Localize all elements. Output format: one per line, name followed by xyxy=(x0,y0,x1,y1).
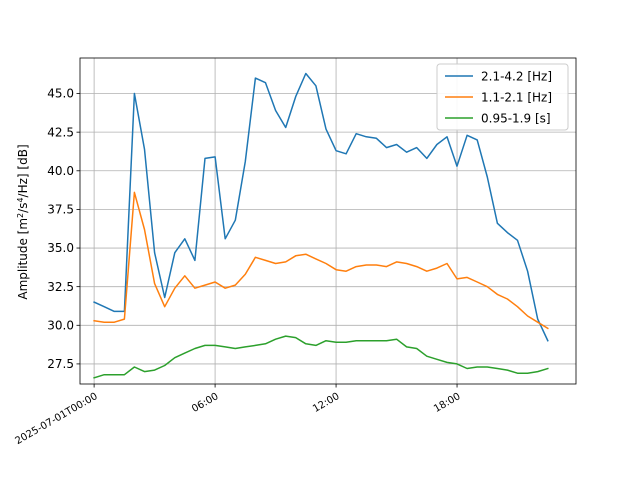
legend: 2.1-4.2 [Hz] 1.1-2.1 [Hz] 0.95-1.9 [s] xyxy=(436,63,569,131)
y-ticks: 27.5 30.0 32.5 35.0 37.5 40.0 42.5 45.0 xyxy=(47,87,80,371)
series-line-1 xyxy=(93,72,549,342)
series-line-2 xyxy=(93,191,549,330)
series-line-3 xyxy=(93,335,549,379)
legend-label: 2.1-4.2 [Hz] xyxy=(481,69,552,83)
series-lines xyxy=(93,72,549,379)
y-tick-label: 42.5 xyxy=(47,125,74,139)
y-tick-label: 35.0 xyxy=(47,241,74,255)
y-tick-label: 37.5 xyxy=(47,203,74,217)
y-tick-label: 32.5 xyxy=(47,280,74,294)
y-tick-label: 30.0 xyxy=(47,318,74,332)
y-tick-label: 45.0 xyxy=(47,87,74,101)
y-axis-label: Amplitude [m2/s4/Hz] [dB] xyxy=(16,144,31,299)
legend-label: 0.95-1.9 [s] xyxy=(481,111,551,125)
y-tick-label: 27.5 xyxy=(47,357,74,371)
plot-frame xyxy=(79,57,577,385)
legend-label: 1.1-2.1 [Hz] xyxy=(481,90,552,104)
legend-box xyxy=(436,63,569,131)
y-tick-label: 40.0 xyxy=(47,164,74,178)
